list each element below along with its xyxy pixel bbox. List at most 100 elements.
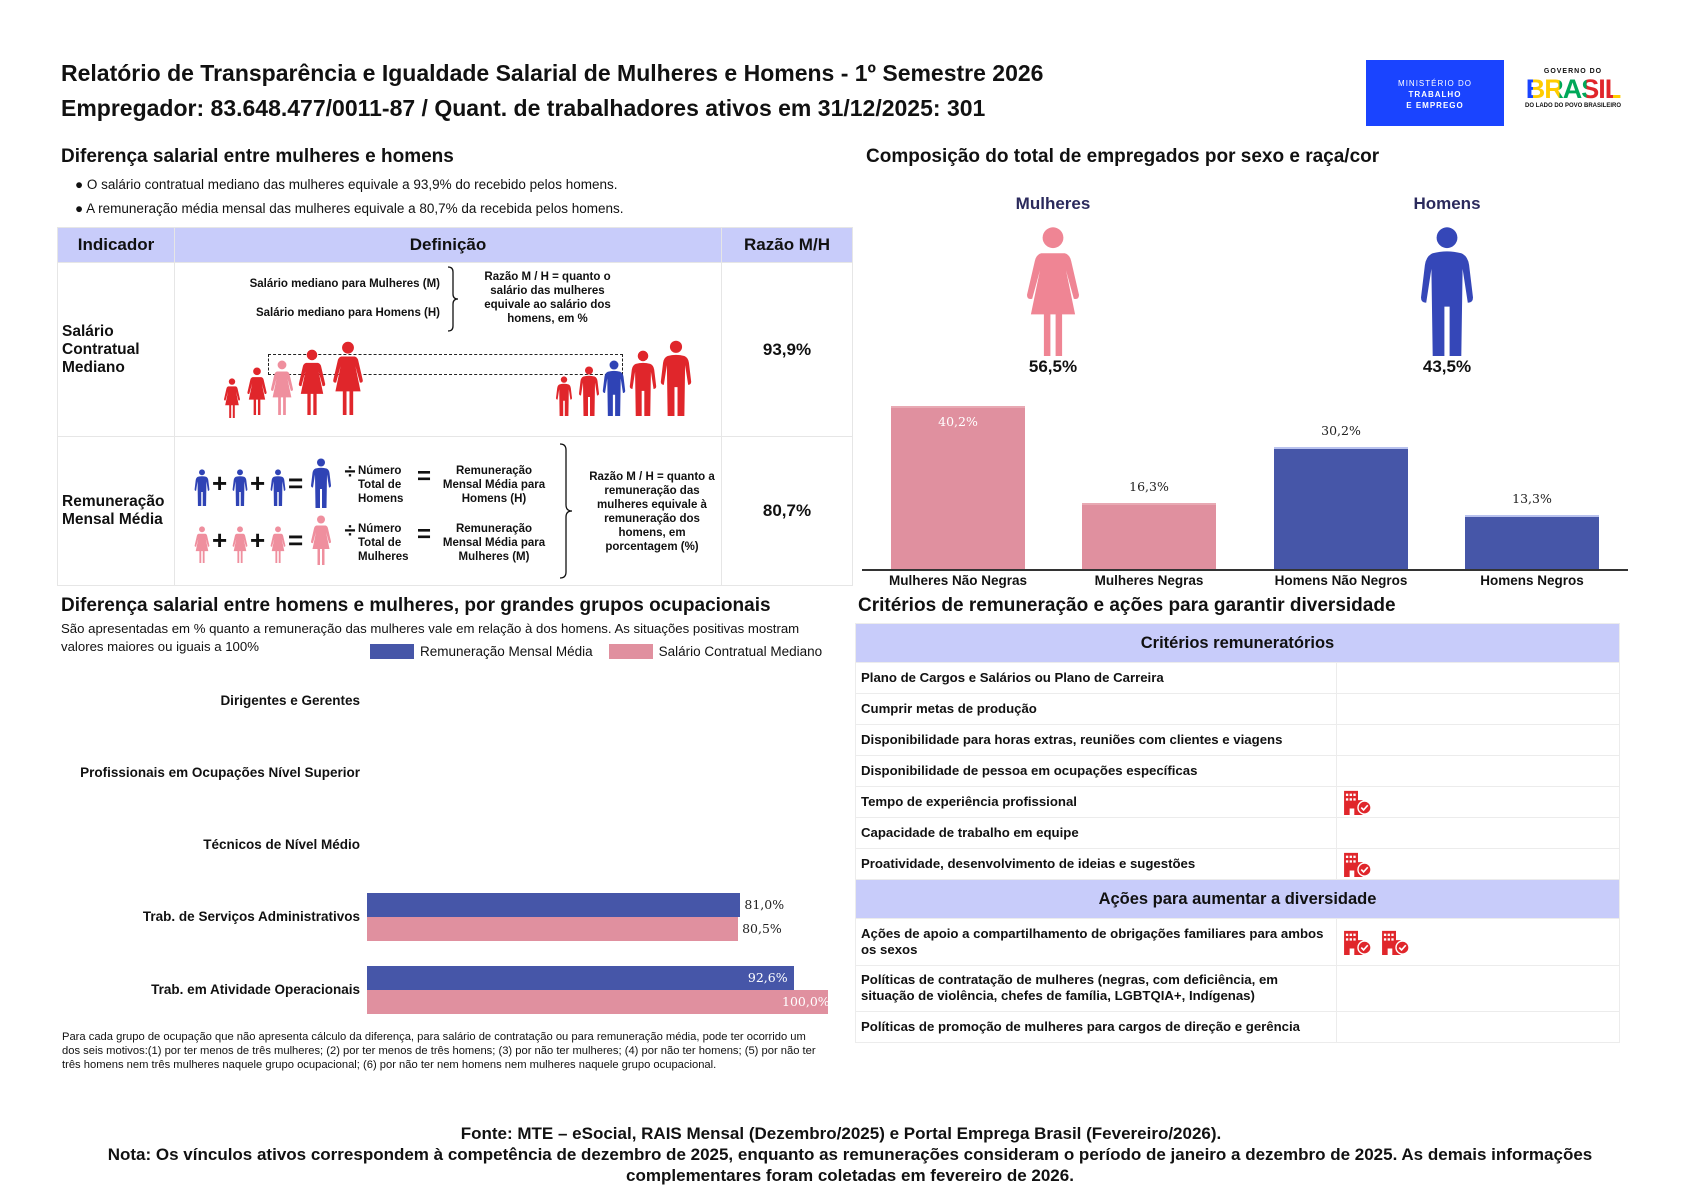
average-ratio-text: Razão M / H = quanto a remuneração das m… xyxy=(589,471,715,553)
man-icon xyxy=(311,458,331,508)
bar-0 xyxy=(891,406,1025,569)
criteria-status xyxy=(1336,786,1620,818)
logo-line: E EMPREGO xyxy=(1406,101,1464,110)
criteria-row: Plano de Cargos e Salários ou Plano de C… xyxy=(855,662,1620,694)
ratio-median: 93,9% xyxy=(721,262,853,437)
legend-label: Remuneração Mensal Média xyxy=(420,644,593,659)
men-average-label: Remuneração Mensal Média para Homens (H) xyxy=(442,465,546,505)
legend-swatch-median xyxy=(608,644,653,659)
criteria-label: Proatividade, desenvolvimento de ideias … xyxy=(855,848,1337,880)
man-icon xyxy=(556,376,572,416)
criteria-row: Ações de apoio a compartilhamento de obr… xyxy=(855,918,1620,966)
criteria-status xyxy=(1336,724,1620,756)
legend-label: Salário Contratual Mediano xyxy=(658,644,823,659)
men-label: Homens xyxy=(1413,194,1481,213)
chart-baseline xyxy=(862,569,1628,571)
category-label: Homens Não Negros xyxy=(1274,573,1408,588)
building-check-icon xyxy=(1343,851,1372,877)
bar-median xyxy=(367,917,739,941)
category-label: Trab. em Atividade Operacionais xyxy=(151,982,360,997)
man-icon xyxy=(270,469,286,506)
bar-median xyxy=(367,990,828,1014)
bar-value-label: 40,2% xyxy=(938,414,978,430)
divide-icon: ÷ xyxy=(344,461,356,483)
building-check-icon xyxy=(1343,789,1372,815)
criteria-row: Políticas de contratação de mulheres (ne… xyxy=(855,964,1620,1012)
logo-line: MINISTÉRIO DO xyxy=(1398,79,1472,88)
man-icon xyxy=(194,469,210,506)
criteria-label: Plano de Cargos e Salários ou Plano de C… xyxy=(855,662,1337,694)
men-percentage: 43,5% xyxy=(1422,357,1472,376)
woman-icon xyxy=(298,349,326,415)
criteria-status xyxy=(1336,918,1620,966)
note-text: Nota: Os vínculos ativos correspondem à … xyxy=(107,1145,1593,1185)
plus-sign: + xyxy=(212,525,228,555)
equals-sign: = xyxy=(288,525,304,555)
composition-heading: Composição do total de empregados por se… xyxy=(866,146,1380,167)
median-women-label: Salário mediano para Mulheres (M) xyxy=(249,278,440,290)
bar-average xyxy=(367,893,741,917)
plus-sign: + xyxy=(250,525,266,555)
occupational-subtitle: São apresentadas em % quanto a remuneraç… xyxy=(61,621,800,654)
logo-top: GOVERNO DO xyxy=(1543,68,1603,75)
bar-value-label: 81,0% xyxy=(744,897,785,912)
source-text: Fonte: MTE – eSocial, RAIS Mensal (Dezem… xyxy=(460,1124,1222,1143)
man-icon xyxy=(602,360,626,416)
criteria-status xyxy=(1336,964,1620,1012)
criteria-row: Capacidade de trabalho em equipe xyxy=(855,817,1620,849)
bar-value-label: 16,3% xyxy=(1129,478,1169,494)
criteria-label: Políticas de promoção de mulheres para c… xyxy=(855,1011,1337,1043)
wage-gap-heading: Diferença salarial entre mulheres e home… xyxy=(61,146,454,167)
criteria-status xyxy=(1336,1011,1620,1043)
median-men-label: Salário mediano para Homens (H) xyxy=(255,307,440,319)
criteria-row: Proatividade, desenvolvimento de ideias … xyxy=(855,848,1620,880)
section-header: Critérios remuneratórios xyxy=(855,623,1620,663)
criteria-status xyxy=(1336,817,1620,849)
man-icon xyxy=(660,340,692,416)
logo-bottom: DO LADO DO POVO BRASILEIRO xyxy=(1524,103,1621,109)
bar-value-label: 92,6% xyxy=(747,970,788,985)
ratio-average: 80,7% xyxy=(721,436,853,586)
category-label: Dirigentes e Gerentes xyxy=(220,693,360,708)
definition-average xyxy=(174,436,722,586)
bar-average xyxy=(367,966,794,990)
man-icon xyxy=(629,350,657,416)
equals-sign: = xyxy=(416,463,431,490)
col-definition: Definição xyxy=(174,227,722,263)
bullet-average: ● A remuneração média mensal das mulhere… xyxy=(75,201,624,216)
plus-sign: + xyxy=(212,468,228,498)
category-label: Mulheres Negras xyxy=(1094,573,1204,588)
criteria-table: Critérios remuneratórios Plano de Cargos … xyxy=(855,623,1620,1043)
woman-icon xyxy=(1027,227,1079,356)
category-label: Homens Negros xyxy=(1480,573,1584,588)
bar-1 xyxy=(1082,502,1216,569)
bar-value-label: 13,3% xyxy=(1512,491,1552,507)
criteria-status xyxy=(1336,755,1620,787)
criteria-row: Políticas de promoção de mulheres para c… xyxy=(855,1011,1620,1043)
report-title: Relatório de Transparência e Igualdade S… xyxy=(61,60,1044,86)
criteria-label: Cumprir metas de produção xyxy=(855,693,1337,725)
criteria-label: Tempo de experiência profissional xyxy=(855,786,1337,818)
col-indicator: Indicador xyxy=(57,227,175,263)
median-ratio-text: Razão M / H = quanto o salário das mulhe… xyxy=(484,271,611,325)
indicator-average: Remuneração Mensal Média xyxy=(57,436,175,586)
criteria-label: Disponibilidade de pessoa em ocupações e… xyxy=(855,755,1337,787)
section-header: Ações para aumentar a diversidade xyxy=(855,879,1620,919)
bar-3 xyxy=(1465,515,1599,569)
criteria-status xyxy=(1336,693,1620,725)
definition-median xyxy=(174,262,722,437)
woman-icon xyxy=(311,515,331,565)
criteria-row: Tempo de experiência profissional xyxy=(855,786,1620,818)
building-check-icon xyxy=(1381,929,1410,955)
indicator-median: Salário Contratual Mediano xyxy=(57,262,175,437)
indicator-table: Indicador Definição Razão M/H Salário Co… xyxy=(57,227,853,586)
logo-word: BRASIL xyxy=(1506,75,1640,103)
woman-icon xyxy=(194,526,210,563)
criteria-label: Ações de apoio a compartilhamento de obr… xyxy=(855,918,1337,966)
bar-value-label: 30,2% xyxy=(1321,422,1361,438)
brace-icon xyxy=(559,443,573,579)
woman-icon xyxy=(247,367,267,415)
criteria-label: Capacidade de trabalho em equipe xyxy=(855,817,1337,849)
median-highlight-box xyxy=(268,354,623,375)
category-label: Técnicos de Nível Médio xyxy=(203,837,360,852)
